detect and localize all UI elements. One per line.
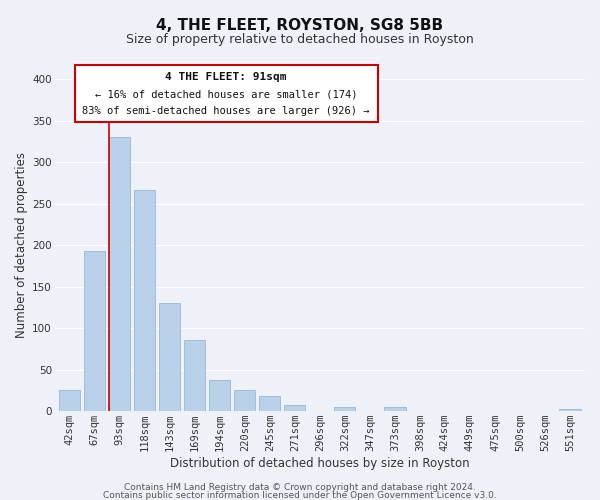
Bar bbox=[184, 340, 205, 411]
Bar bbox=[284, 404, 305, 411]
Y-axis label: Number of detached properties: Number of detached properties bbox=[15, 152, 28, 338]
Bar bbox=[159, 303, 181, 411]
Bar bbox=[109, 137, 130, 411]
Bar bbox=[334, 407, 355, 411]
Text: Size of property relative to detached houses in Royston: Size of property relative to detached ho… bbox=[126, 32, 474, 46]
Bar bbox=[209, 380, 230, 411]
Text: 4, THE FLEET, ROYSTON, SG8 5BB: 4, THE FLEET, ROYSTON, SG8 5BB bbox=[157, 18, 443, 32]
Text: Contains HM Land Registry data © Crown copyright and database right 2024.: Contains HM Land Registry data © Crown c… bbox=[124, 483, 476, 492]
Bar bbox=[384, 407, 406, 411]
Text: ← 16% of detached houses are smaller (174): ← 16% of detached houses are smaller (17… bbox=[95, 90, 357, 100]
Bar bbox=[259, 396, 280, 411]
Text: 83% of semi-detached houses are larger (926) →: 83% of semi-detached houses are larger (… bbox=[82, 106, 370, 116]
Bar bbox=[234, 390, 256, 411]
FancyBboxPatch shape bbox=[74, 65, 377, 122]
Text: Contains public sector information licensed under the Open Government Licence v3: Contains public sector information licen… bbox=[103, 490, 497, 500]
Bar bbox=[84, 251, 106, 411]
Bar bbox=[559, 408, 581, 411]
X-axis label: Distribution of detached houses by size in Royston: Distribution of detached houses by size … bbox=[170, 457, 470, 470]
Bar bbox=[59, 390, 80, 411]
Text: 4 THE FLEET: 91sqm: 4 THE FLEET: 91sqm bbox=[165, 72, 287, 83]
Bar bbox=[134, 190, 155, 411]
